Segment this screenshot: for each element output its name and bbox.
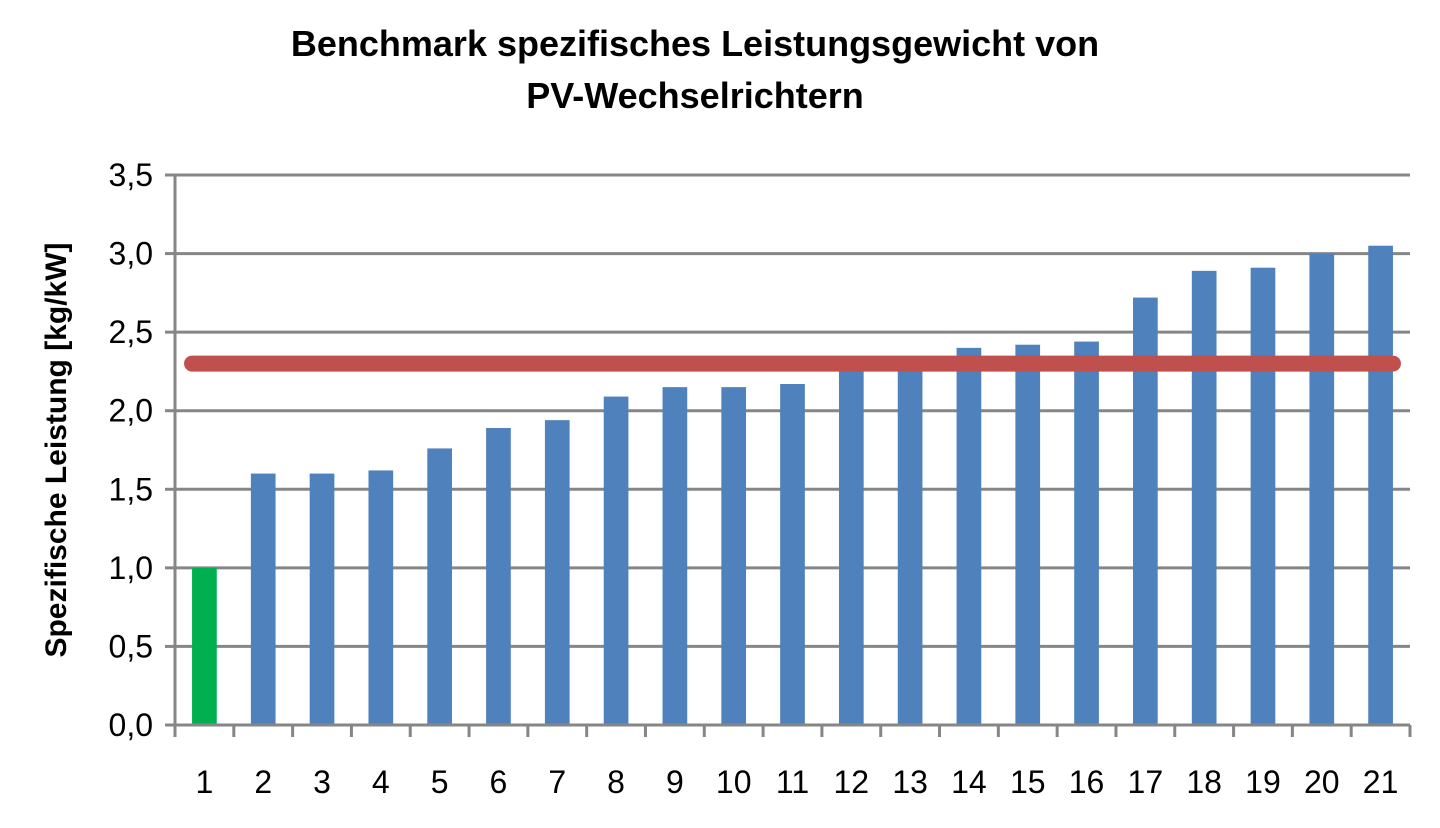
x-tick-label: 4: [372, 764, 390, 800]
x-tick-label: 9: [666, 764, 684, 800]
x-tick-label: 8: [607, 764, 625, 800]
y-tick-labels: 0,0 0,5 1,0 1,5 2,0 2,5 3,0 3,5: [109, 157, 153, 743]
bar-13: [897, 363, 923, 725]
bar-6: [486, 428, 511, 725]
y-tick-label: 3,5: [109, 157, 153, 193]
bar-7: [544, 420, 570, 725]
x-tick-label: 2: [254, 764, 272, 800]
bar-8: [603, 396, 629, 725]
x-tick-labels: 1 2 3 4 5 6 7 8 9 10 11 12 13 14 15 16 17 18 19 20 21: [196, 764, 1399, 800]
y-tick-label: 2,5: [109, 314, 153, 350]
x-tick-label: 21: [1363, 764, 1399, 800]
bar-2: [250, 473, 276, 725]
x-tick-label: 14: [951, 764, 987, 800]
y-tick-label: 1,0: [109, 550, 153, 586]
x-tick-label: 20: [1304, 764, 1340, 800]
x-tick-label: 11: [776, 764, 809, 800]
x-tick-label: 5: [431, 764, 449, 800]
bar-20: [1309, 253, 1335, 726]
y-tick-label: 0,0: [109, 707, 153, 743]
bar-3: [309, 473, 335, 725]
bar-10: [721, 387, 747, 725]
x-tick-label: 7: [548, 764, 566, 800]
y-tick-label: 0,5: [109, 628, 153, 664]
bar-14: [956, 347, 982, 725]
x-tick-label: 1: [196, 764, 214, 800]
bar-12: [838, 365, 864, 725]
bar-16: [1074, 341, 1099, 725]
y-tick-label: 2,0: [109, 393, 153, 429]
bars: [192, 245, 1393, 726]
x-tick-label: 17: [1128, 764, 1164, 800]
x-tick-label: 3: [313, 764, 331, 800]
y-axis-label: Spezifische Leistung [kg/kW]: [40, 242, 73, 657]
bar-4: [368, 470, 394, 725]
bar-18: [1191, 270, 1217, 725]
bar-5: [427, 448, 452, 725]
axes: [165, 173, 1412, 737]
bar-11: [780, 384, 805, 725]
bar-9: [662, 387, 688, 725]
x-tick-label: 13: [892, 764, 928, 800]
bar-21: [1368, 245, 1393, 725]
x-tick-label: 19: [1245, 764, 1281, 800]
x-tick-label: 16: [1069, 764, 1105, 800]
x-tick-label: 12: [834, 764, 870, 800]
x-tick-label: 18: [1186, 764, 1222, 800]
bar-15: [1015, 344, 1041, 725]
bar-19: [1250, 267, 1276, 725]
x-tick-label: 15: [1010, 764, 1046, 800]
x-tick-label: 10: [716, 764, 752, 800]
bar-1: [192, 567, 217, 725]
y-tick-label: 3,0: [109, 236, 153, 272]
y-tick-label: 1,5: [109, 471, 153, 507]
x-tick-label: 6: [490, 764, 508, 800]
chart-title-line-2: PV-Wechselrichtern: [526, 75, 863, 116]
chart-title-line-1: Benchmark spezifisches Leistungsgewicht …: [291, 23, 1099, 64]
